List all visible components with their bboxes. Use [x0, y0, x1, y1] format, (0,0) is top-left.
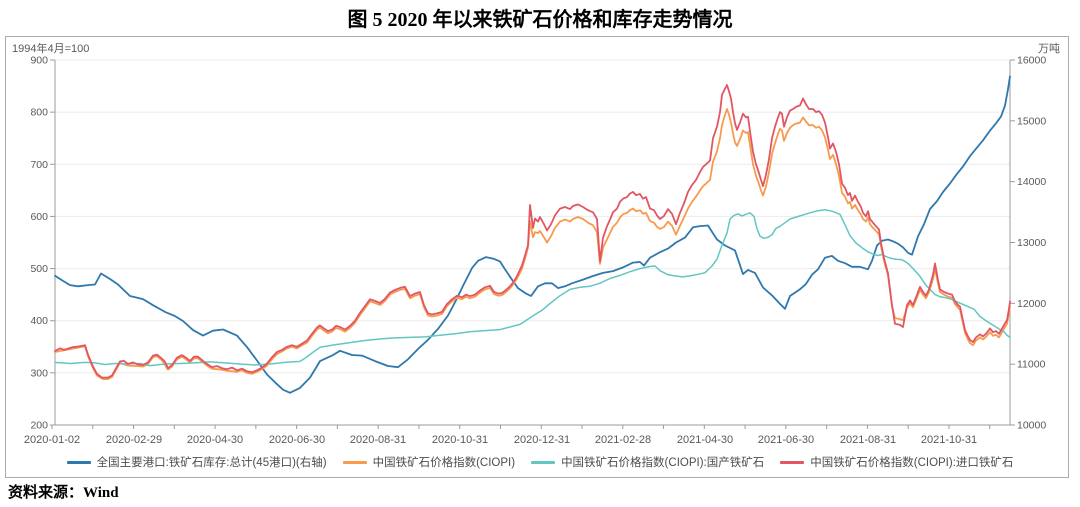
legend-item-inventory: 全国主要港口:铁矿石库存:总计(45港口)(右轴): [66, 454, 327, 470]
x-tick-label: 2021-10-31: [921, 434, 977, 446]
legend-dash-inventory-icon: [66, 460, 91, 464]
left-tick-label: 900: [30, 55, 48, 67]
legend-label: 中国铁矿石价格指数(CIOPI): [372, 457, 516, 469]
series-line-1: [54, 108, 1011, 381]
right-tick-label: 11000: [1017, 359, 1046, 371]
x-tick-label: 2020-12-31: [514, 434, 570, 446]
right-tick-label: 15000: [1017, 115, 1046, 127]
series-line-2: [54, 208, 1011, 367]
left-tick-label: 300: [30, 367, 48, 379]
x-tick-label: 2020-10-31: [432, 434, 488, 446]
x-tick-label: 2021-04-30: [677, 434, 733, 446]
legend-label: 全国主要港口:铁矿石库存:总计(45港口)(右轴): [96, 457, 327, 469]
x-tick-label: 2020-04-30: [187, 434, 243, 446]
right-tick-label: 16000: [1017, 55, 1046, 67]
x-tick-label: 2021-06-30: [758, 434, 814, 446]
left-tick-label: 600: [30, 211, 48, 223]
x-tick-label: 2020-08-31: [350, 434, 406, 446]
figure-title: 图 5 2020 年以来铁矿石价格和库存走势情况: [347, 9, 733, 31]
left-tick-label: 700: [30, 159, 48, 171]
left-tick-label: 200: [30, 420, 48, 432]
left-tick-label: 500: [30, 263, 48, 275]
legend-item-ciopi: 中国铁矿石价格指数(CIOPI): [342, 454, 516, 470]
right-tick-label: 10000: [1017, 420, 1046, 432]
right-tick-label: 14000: [1017, 176, 1046, 188]
x-tick-label: 2021-02-28: [595, 434, 651, 446]
legend-dash-domestic-icon: [531, 460, 556, 464]
series-line-0: [54, 75, 1011, 394]
x-tick-label: 2020-06-30: [269, 434, 325, 446]
x-tick-label: 2020-01-02: [24, 434, 80, 446]
left-axis-title: 1994年4月=100: [12, 43, 90, 55]
left-tick-label: 400: [30, 315, 48, 327]
legend-label: 中国铁矿石价格指数(CIOPI):国产铁矿石: [561, 457, 765, 469]
x-tick-label: 2021-08-31: [840, 434, 896, 446]
right-axis-title: 万吨: [1038, 43, 1060, 55]
legend-item-imported: 中国铁矿石价格指数(CIOPI):进口铁矿石: [780, 454, 1013, 470]
legend-item-domestic: 中国铁矿石价格指数(CIOPI):国产铁矿石: [531, 454, 764, 470]
x-tick-label: 2020-02-29: [106, 434, 162, 446]
series-line-3: [54, 84, 1011, 379]
right-tick-label: 12000: [1017, 298, 1046, 310]
right-tick-label: 13000: [1017, 237, 1046, 249]
data-source: 资料来源：Wind: [8, 485, 119, 501]
left-tick-label: 800: [30, 107, 48, 119]
chart-legend: 全国主要港口:铁矿石库存:总计(45港口)(右轴) 中国铁矿石价格指数(CIOP…: [10, 454, 1070, 470]
legend-dash-ciopi-icon: [342, 460, 367, 464]
legend-label: 中国铁矿石价格指数(CIOPI):进口铁矿石: [810, 457, 1014, 469]
legend-dash-imported-icon: [780, 460, 805, 464]
chart-container: [5, 36, 1069, 478]
